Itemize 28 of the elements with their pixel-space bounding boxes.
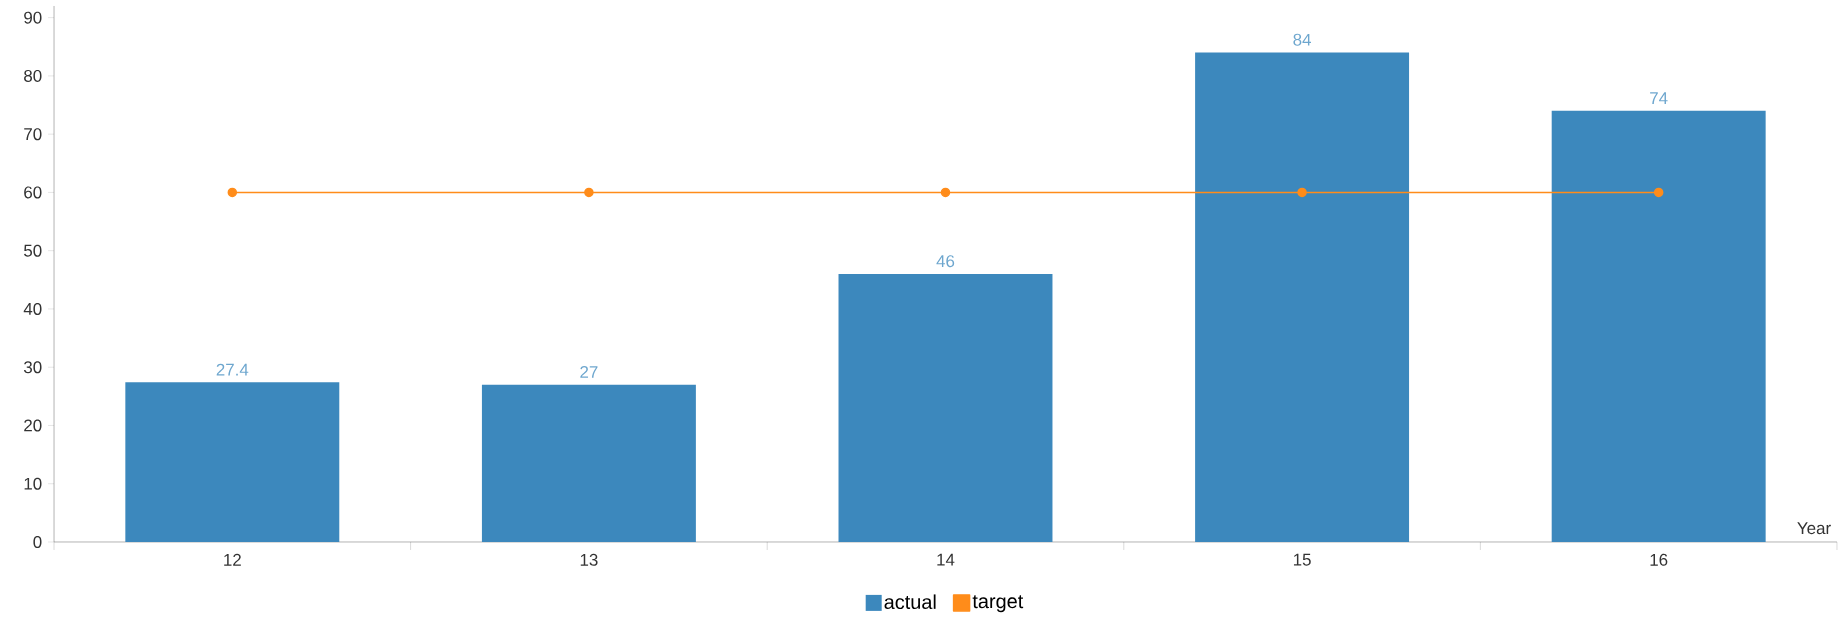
legend-label: actual bbox=[884, 594, 936, 610]
x-tick-label: 12 bbox=[224, 553, 241, 566]
y-tick-label: 50 bbox=[24, 244, 42, 257]
data-label: 46 bbox=[936, 255, 955, 268]
y-tick-label: 40 bbox=[23, 302, 42, 315]
data-label: 27 bbox=[580, 366, 598, 378]
x-tick-label: 13 bbox=[580, 553, 598, 566]
bar bbox=[1551, 110, 1766, 542]
y-tick-label: 20 bbox=[24, 419, 42, 432]
bar bbox=[1195, 52, 1410, 542]
y-tick-label: 70 bbox=[24, 128, 42, 141]
y-tick-label: 10 bbox=[24, 477, 42, 490]
y-tick-label: 30 bbox=[23, 361, 42, 374]
data-label: 27.4 bbox=[216, 363, 249, 376]
bar bbox=[481, 384, 696, 542]
x-tick-label: 14 bbox=[937, 553, 955, 566]
x-tick-label: 16 bbox=[1650, 553, 1668, 566]
y-tick-label: 60 bbox=[24, 186, 42, 199]
y-tick-label: 90 bbox=[24, 11, 42, 24]
y-tick-label: 0 bbox=[33, 535, 42, 548]
y-tick-label: 80 bbox=[24, 69, 42, 82]
bar bbox=[125, 382, 340, 542]
bar bbox=[838, 273, 1053, 542]
x-axis-title: Year bbox=[1797, 522, 1831, 535]
x-tick-label: 15 bbox=[1293, 553, 1311, 566]
legend-label: target bbox=[972, 595, 1024, 613]
data-label: 74 bbox=[1650, 92, 1668, 105]
data-label: 84 bbox=[1293, 33, 1311, 46]
